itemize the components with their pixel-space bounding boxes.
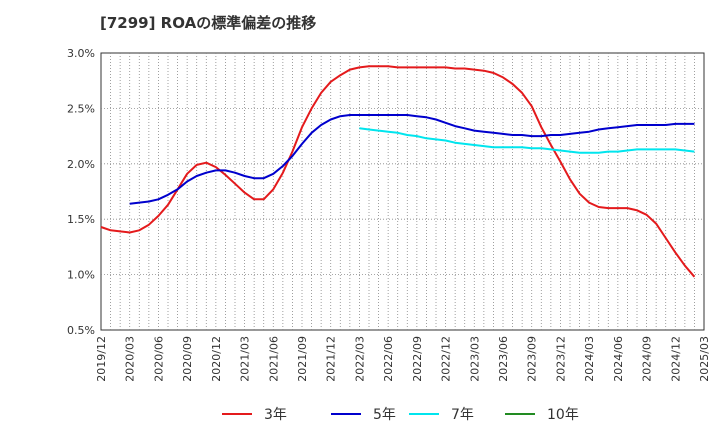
series-line-2 [129,114,695,205]
y-tick-label: 2.0% [67,158,95,171]
y-tick-label: 0.5% [67,324,95,337]
x-tick-label: 2021/12 [325,336,338,382]
series-line-3 [359,127,695,154]
legend: 3年 5年 7年 10年 [222,407,579,423]
x-tick-label: 2020/12 [210,336,223,382]
x-tick-label: 2023/09 [526,336,539,382]
legend-label-2: 5年 [373,407,396,423]
x-tick-label: 2021/03 [239,336,252,382]
x-tick-label: 2019/12 [95,336,108,382]
x-tick-label: 2023/03 [468,336,481,382]
series-line-1 [100,65,696,278]
x-axis-ticks: 2019/12 2020/03 2020/06 2020/09 2020/12 2021/… [95,336,711,382]
x-tick-label: 2022/06 [382,336,395,382]
plot-area [100,52,705,331]
x-tick-label: 2020/06 [152,336,165,382]
legend-label-3: 7年 [451,407,474,423]
legend-label-4: 10年 [547,407,579,423]
x-tick-label: 2021/09 [296,336,309,382]
y-axis-ticks: 0.5% 1.0% 1.5% 2.0% 2.5% 3.0% [67,47,95,337]
x-tick-label: 2024/12 [669,336,682,382]
x-tick-label: 2020/03 [124,336,137,382]
x-tick-label: 2022/12 [440,336,453,382]
x-tick-label: 2022/09 [411,336,424,382]
x-tick-label: 2020/09 [181,336,194,382]
x-tick-label: 2023/12 [554,336,567,382]
y-tick-label: 1.0% [67,269,95,282]
chart-title: [7299] ROAの標準偏差の推移 [100,14,317,32]
y-tick-label: 1.5% [67,213,95,226]
x-tick-label: 2025/03 [698,336,711,382]
x-tick-label: 2024/03 [583,336,596,382]
x-tick-label: 2024/09 [641,336,654,382]
x-tick-label: 2021/06 [267,336,280,382]
y-tick-label: 2.5% [67,102,95,115]
x-tick-label: 2023/06 [497,336,510,382]
series-lines [100,65,696,278]
legend-label-1: 3年 [264,407,287,423]
gridlines [101,53,704,330]
x-tick-label: 2022/03 [353,336,366,382]
x-tick-label: 2024/06 [612,336,625,382]
y-tick-label: 3.0% [67,47,95,60]
